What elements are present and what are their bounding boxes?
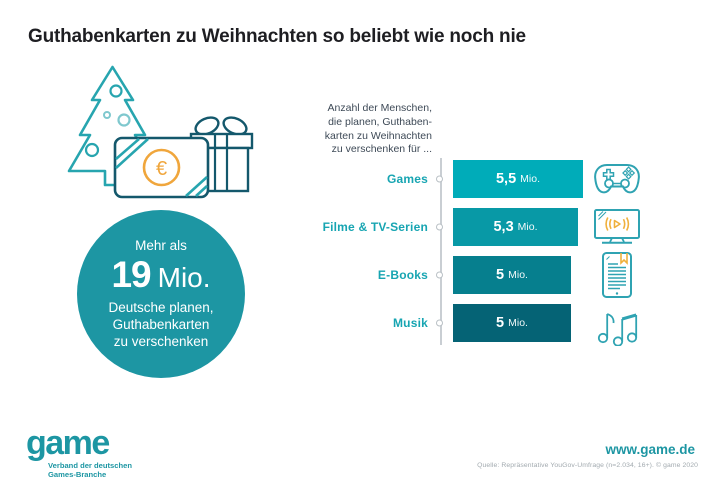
chart-axis-line xyxy=(440,158,442,345)
chart-title: Anzahl der Menschen, die planen, Guthabe… xyxy=(324,102,432,156)
chart-row-filme-tv: Filme & TV-Serien 5,3 Mio. xyxy=(0,208,710,246)
website-link[interactable]: www.game.de xyxy=(605,442,695,457)
axis-dot xyxy=(436,223,443,231)
axis-dot xyxy=(436,175,443,183)
axis-dot xyxy=(436,319,443,327)
music-notes-icon xyxy=(580,300,654,346)
bar-musik: 5 Mio. xyxy=(453,304,571,342)
e-reader-icon xyxy=(580,251,654,299)
logo-tagline: Verband der deutschen Games-Branche xyxy=(48,461,132,480)
euro-symbol: € xyxy=(156,158,167,180)
source-note: Quelle: Repräsentative YouGov-Umfrage (n… xyxy=(477,462,698,469)
bar-value: 5,3 xyxy=(493,219,514,235)
category-label: Musik xyxy=(392,316,428,330)
bar-unit: Mio. xyxy=(508,317,528,329)
stat-number: 19 xyxy=(111,254,151,295)
category-label: E-Books xyxy=(377,268,428,282)
bar-unit: Mio. xyxy=(517,221,538,233)
stat-big-number: 19 Mio. xyxy=(111,254,210,296)
stat-line-3: zu verschenken xyxy=(113,334,209,349)
bar-unit: Mio. xyxy=(508,269,528,281)
axis-dot xyxy=(436,271,443,279)
category-label: Games xyxy=(386,172,428,186)
page-title: Guthabenkarten zu Weihnachten so beliebt… xyxy=(28,26,526,47)
chart-row-games: Games 5,5 Mio. xyxy=(0,160,710,198)
game-controller-icon xyxy=(580,161,654,197)
key-stat-circle: Mehr als 19 Mio. Deutsche planen, Guthab… xyxy=(77,210,245,378)
tv-play-icon xyxy=(580,207,654,247)
bar-unit: Mio. xyxy=(520,173,540,185)
chart-row-ebooks: E-Books 5 Mio. xyxy=(0,252,710,298)
game-logo: game xyxy=(26,424,110,462)
bar-games: 5,5 Mio. xyxy=(453,160,583,198)
christmas-tree-icon xyxy=(67,65,158,187)
giftcard-euro-icon: € xyxy=(113,136,210,199)
bar-value: 5 xyxy=(496,267,505,283)
stat-prefix: Mehr als xyxy=(135,238,187,253)
christmas-giftcard-illustration: € xyxy=(67,65,254,199)
stat-line-2: Guthabenkarten xyxy=(112,317,210,332)
bar-filme-tv: 5,3 Mio. xyxy=(453,208,578,246)
bar-value: 5 xyxy=(496,315,505,331)
category-label: Filme & TV-Serien xyxy=(322,220,428,234)
stat-unit: Mio. xyxy=(157,262,211,293)
bar-ebooks: 5 Mio. xyxy=(453,256,571,294)
stat-line-1: Deutsche planen, xyxy=(108,300,214,315)
chart-row-musik: Musik 5 Mio. xyxy=(0,304,710,346)
bar-value: 5,5 xyxy=(495,171,517,187)
